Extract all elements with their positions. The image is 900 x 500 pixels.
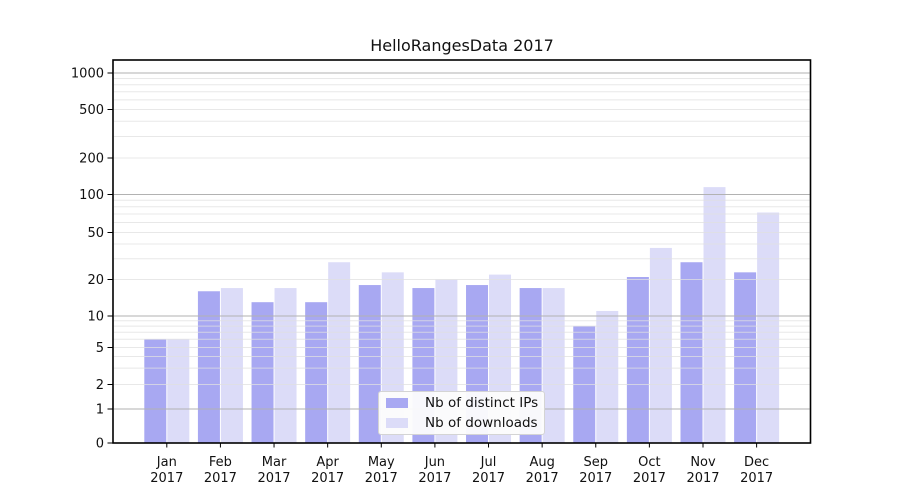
x-tick-label-year: 2017 — [472, 471, 505, 486]
y-tick-label: 0 — [96, 437, 104, 452]
legend-swatch-distinct-ips — [386, 398, 408, 408]
y-tick-label: 100 — [79, 188, 104, 203]
x-tick-label-year: 2017 — [418, 471, 451, 486]
x-tick-label-month: Nov — [690, 455, 716, 470]
bar-distinct-ips-jan — [144, 339, 167, 443]
x-tick-label-year: 2017 — [204, 471, 237, 486]
y-tick-label: 1 — [96, 403, 104, 418]
bar-downloads-dec — [757, 212, 780, 443]
x-tick-label-year: 2017 — [257, 471, 290, 486]
x-tick-label-year: 2017 — [311, 471, 344, 486]
y-tick-label: 5 — [96, 341, 104, 356]
x-tick-label-year: 2017 — [365, 471, 398, 486]
x-tick-label-month: Sep — [584, 455, 609, 470]
x-tick-label-year: 2017 — [579, 471, 612, 486]
y-tick-label: 500 — [79, 103, 104, 118]
x-tick-label-month: Dec — [744, 455, 769, 470]
x-tick-label-month: Mar — [262, 455, 287, 470]
bar-downloads-oct — [649, 247, 672, 443]
x-tick-label-month: Apr — [316, 455, 339, 470]
chart-title: HelloRangesData 2017 — [370, 36, 554, 55]
legend-item-downloads: Nb of downloads — [386, 415, 544, 431]
bar-distinct-ips-nov — [680, 262, 703, 443]
y-tick-label: 10 — [87, 310, 104, 325]
x-tick-label-month: Jul — [480, 455, 497, 470]
legend-swatch-downloads — [386, 418, 408, 428]
bar-distinct-ips-oct — [626, 276, 649, 443]
plot-border — [112, 59, 812, 444]
x-tick-label-year: 2017 — [686, 471, 719, 486]
y-tick-label: 1000 — [71, 67, 104, 82]
x-tick-label-month: Feb — [209, 455, 232, 470]
x-tick-label-month: Jun — [424, 455, 445, 470]
bar-distinct-ips-feb — [197, 291, 220, 443]
bar-distinct-ips-mar — [251, 302, 274, 443]
x-tick-label-year: 2017 — [633, 471, 666, 486]
x-tick-label-month: May — [368, 455, 395, 470]
bar-downloads-mar — [274, 288, 297, 443]
bar-downloads-aug — [542, 288, 565, 443]
y-tick-label: 50 — [87, 226, 104, 241]
x-tick-label-month: Jan — [156, 455, 177, 470]
x-tick-label-year: 2017 — [526, 471, 559, 486]
legend-label-distinct-ips: Nb of distinct IPs — [425, 395, 539, 411]
bar-downloads-nov — [703, 187, 726, 443]
bar-distinct-ips-dec — [734, 272, 757, 443]
bar-downloads-feb — [220, 288, 243, 443]
bar-downloads-jan — [167, 339, 190, 443]
y-tick-label: 200 — [79, 152, 104, 167]
x-tick-label-year: 2017 — [150, 471, 183, 486]
bar-distinct-ips-may — [358, 285, 381, 443]
legend-label-downloads: Nb of downloads — [425, 415, 538, 431]
y-tick-label: 2 — [96, 378, 104, 393]
bar-distinct-ips-apr — [305, 302, 328, 443]
bar-downloads-apr — [328, 262, 351, 443]
x-tick-label-year: 2017 — [740, 471, 773, 486]
y-tick-label: 20 — [87, 273, 104, 288]
legend: Nb of distinct IPs Nb of downloads — [378, 391, 545, 435]
x-tick-label-month: Oct — [638, 455, 660, 470]
bar-downloads-sep — [596, 310, 619, 443]
x-tick-label-month: Aug — [529, 455, 554, 470]
legend-item-distinct-ips: Nb of distinct IPs — [386, 395, 544, 411]
